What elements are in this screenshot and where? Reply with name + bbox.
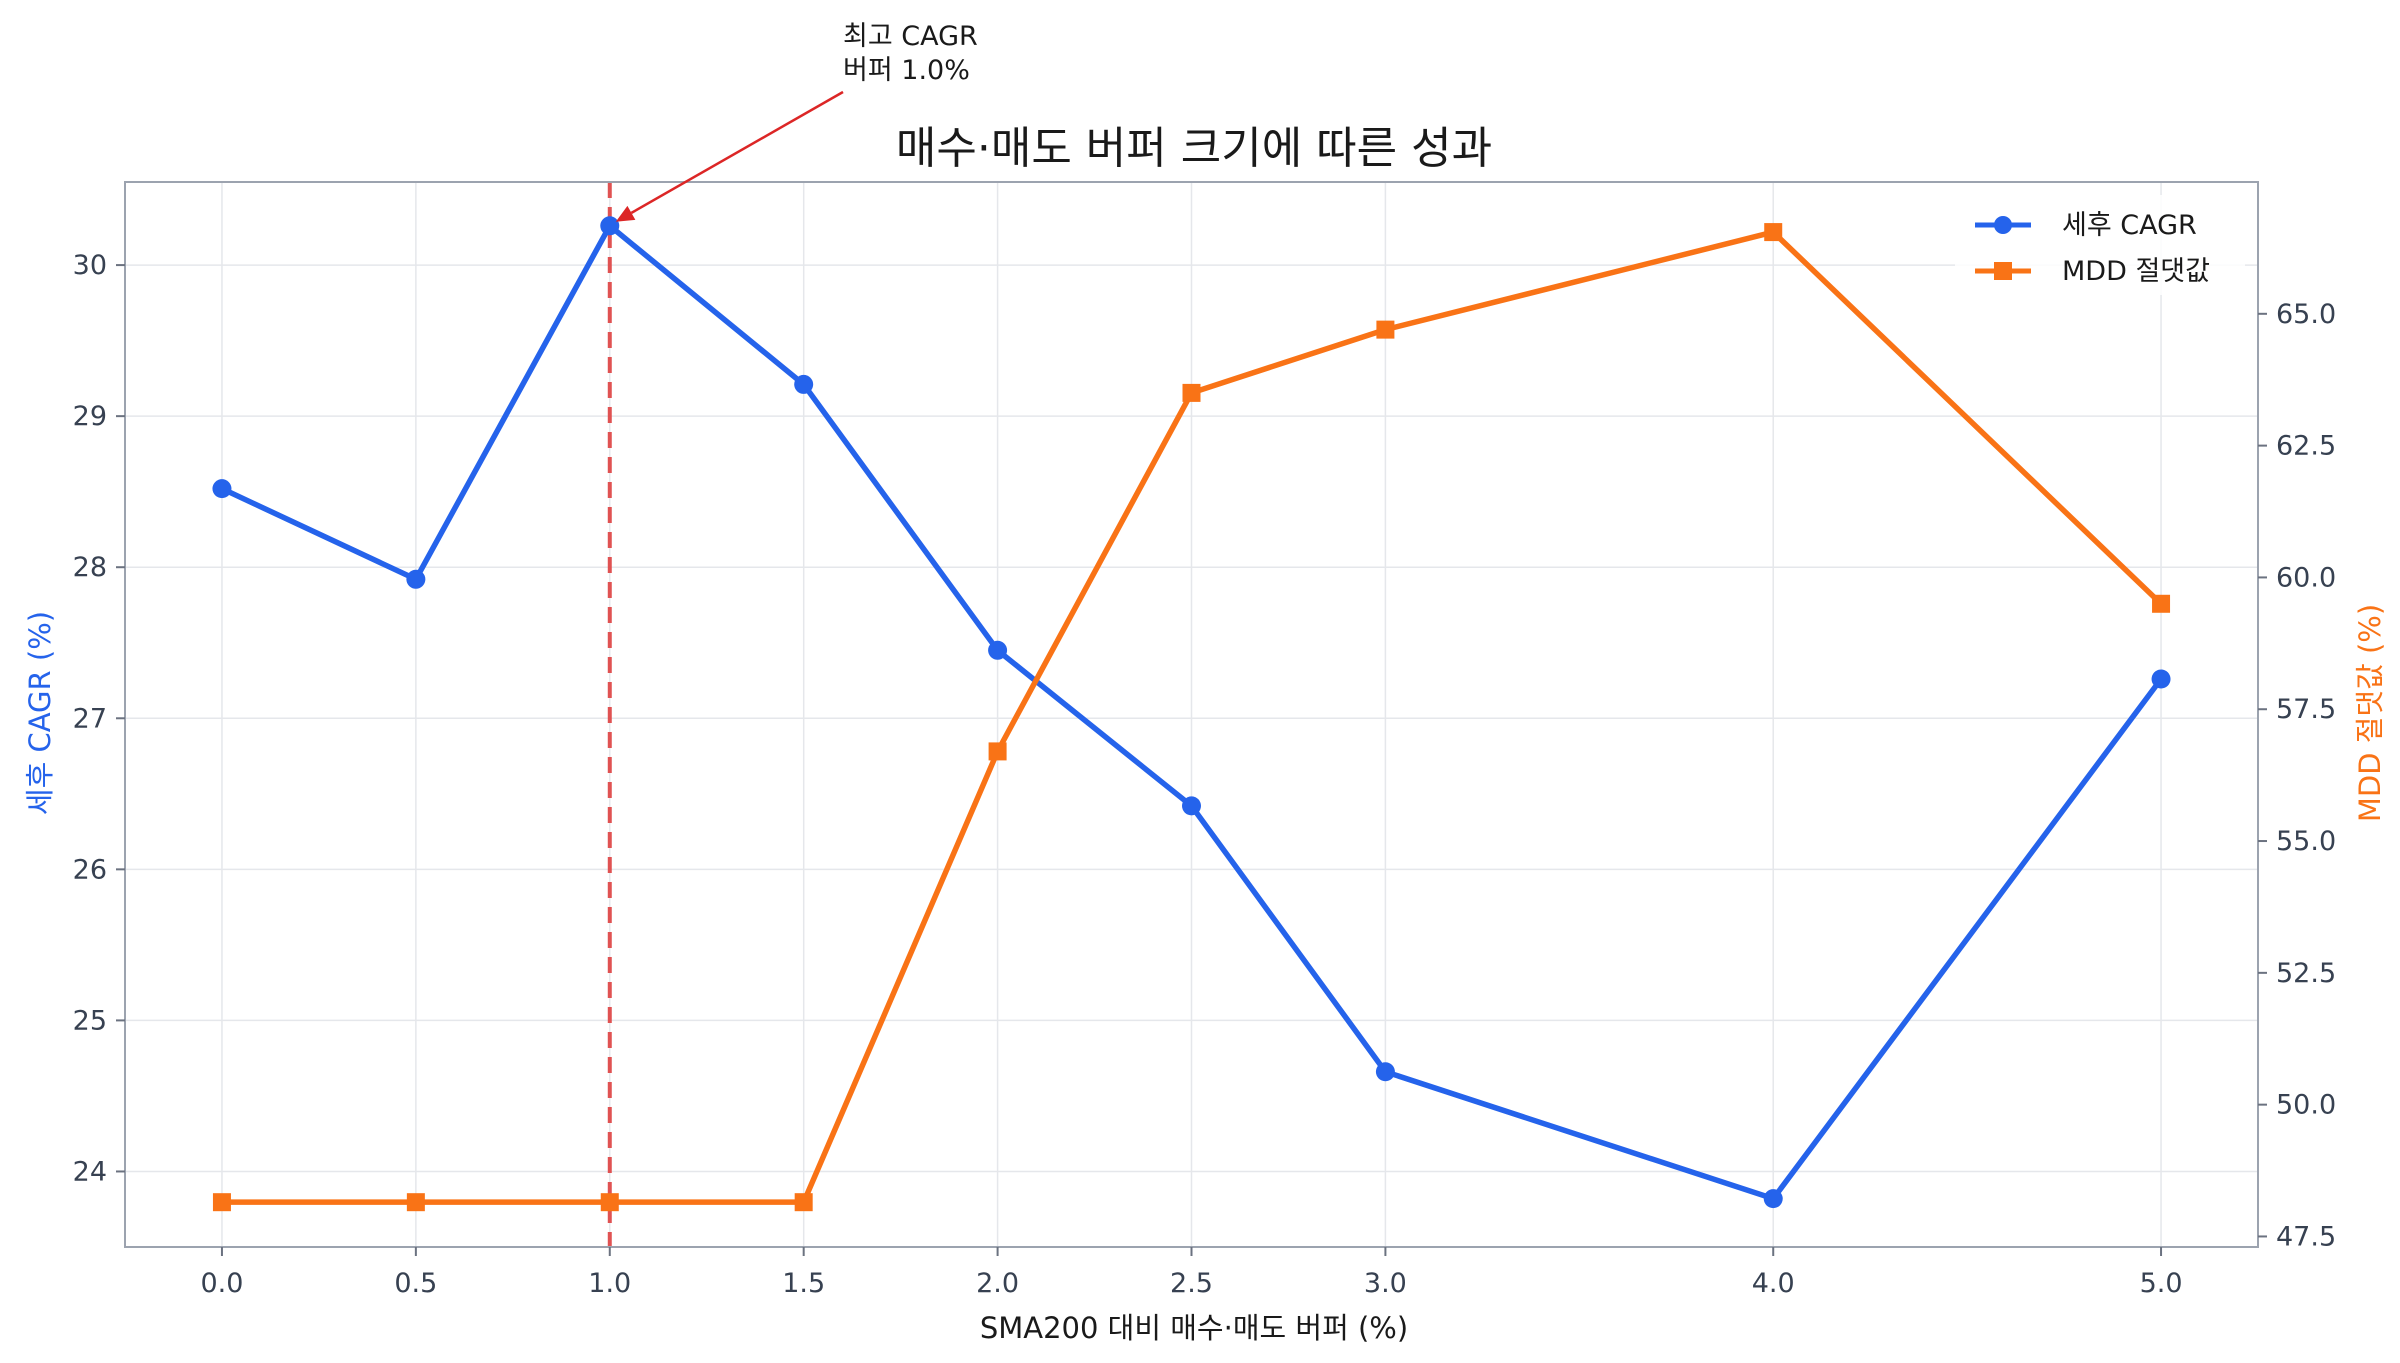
left-y-tick-label: 24 <box>73 1156 107 1187</box>
left-y-tick-label: 27 <box>73 703 107 734</box>
x-tick-label: 3.0 <box>1364 1268 1407 1299</box>
left-y-tick-label: 30 <box>73 250 107 281</box>
right-y-axis-ticks: 47.5 50.0 52.5 55.0 57.5 60.0 62.5 65.0 <box>2258 299 2336 1252</box>
point-mdd <box>406 1193 425 1212</box>
point-cagr <box>1763 1189 1783 1209</box>
left-y-axis-ticks: 24 25 26 27 28 29 30 <box>73 250 125 1187</box>
annotation-line-2: 버퍼 1.0% <box>843 55 970 86</box>
x-axis-ticks: 0.0 0.5 1.0 1.5 2.0 2.5 3.0 4.0 5.0 <box>200 1247 2183 1299</box>
left-y-tick-label: 29 <box>73 401 107 432</box>
left-y-tick-label: 26 <box>73 854 107 885</box>
x-tick-label: 1.5 <box>782 1268 825 1299</box>
annotation-arrow <box>630 90 844 214</box>
left-y-tick-label: 25 <box>73 1005 107 1036</box>
point-mdd <box>600 1193 619 1212</box>
right-y-tick-label: 50.0 <box>2276 1090 2336 1121</box>
point-cagr <box>406 569 426 589</box>
series-layer <box>212 216 2171 1212</box>
annotation-arrowhead <box>615 205 636 222</box>
x-tick-label: 5.0 <box>2140 1268 2183 1299</box>
point-cagr <box>212 479 232 499</box>
x-axis-label: SMA200 대비 매수·매도 버퍼 (%) <box>980 1311 1408 1345</box>
right-y-tick-label: 60.0 <box>2276 562 2336 593</box>
best-cagr-annotation: 최고 CAGR 버퍼 1.0% <box>615 21 978 222</box>
right-y-tick-label: 47.5 <box>2276 1221 2336 1252</box>
legend-label-cagr: 세후 CAGR <box>2062 210 2197 241</box>
point-cagr <box>600 216 620 236</box>
point-cagr <box>794 374 814 394</box>
legend: 세후 CAGR MDD 절댓값 <box>1955 195 2245 295</box>
point-cagr <box>2151 669 2171 689</box>
legend-item-mdd: MDD 절댓값 <box>1975 256 2210 287</box>
right-y-tick-label: 52.5 <box>2276 958 2336 989</box>
legend-label-mdd: MDD 절댓값 <box>2062 256 2210 287</box>
x-tick-label: 0.5 <box>394 1268 437 1299</box>
x-tick-label: 0.0 <box>200 1268 243 1299</box>
left-y-axis-label: 세후 CAGR (%) <box>23 611 57 815</box>
x-tick-label: 2.5 <box>1170 1268 1213 1299</box>
right-y-tick-label: 62.5 <box>2276 431 2336 462</box>
point-mdd <box>988 742 1007 761</box>
x-tick-label: 4.0 <box>1752 1268 1795 1299</box>
point-mdd <box>794 1193 813 1212</box>
grid <box>125 182 2258 1247</box>
right-y-tick-label: 57.5 <box>2276 694 2336 725</box>
x-tick-label: 2.0 <box>976 1268 1019 1299</box>
point-mdd <box>1764 223 1783 242</box>
point-mdd <box>212 1193 231 1212</box>
chart-title: 매수·매도 버퍼 크기에 따른 성과 <box>896 123 1492 174</box>
legend-marker-mdd <box>1994 262 2012 280</box>
right-y-tick-label: 65.0 <box>2276 299 2336 330</box>
left-y-tick-label: 28 <box>73 552 107 583</box>
point-mdd <box>2152 594 2171 613</box>
x-tick-label: 1.0 <box>588 1268 631 1299</box>
right-y-axis-label: MDD 절댓값 (%) <box>2353 604 2387 822</box>
point-cagr <box>1182 796 1201 816</box>
annotation-line-1: 최고 CAGR <box>843 21 978 52</box>
point-cagr <box>1375 1062 1395 1082</box>
point-cagr <box>988 640 1008 660</box>
legend-marker-cagr <box>1994 216 2012 234</box>
point-mdd <box>1182 383 1201 402</box>
point-mdd <box>1376 320 1395 339</box>
legend-item-cagr: 세후 CAGR <box>1975 210 2197 241</box>
right-y-tick-label: 55.0 <box>2276 826 2336 857</box>
